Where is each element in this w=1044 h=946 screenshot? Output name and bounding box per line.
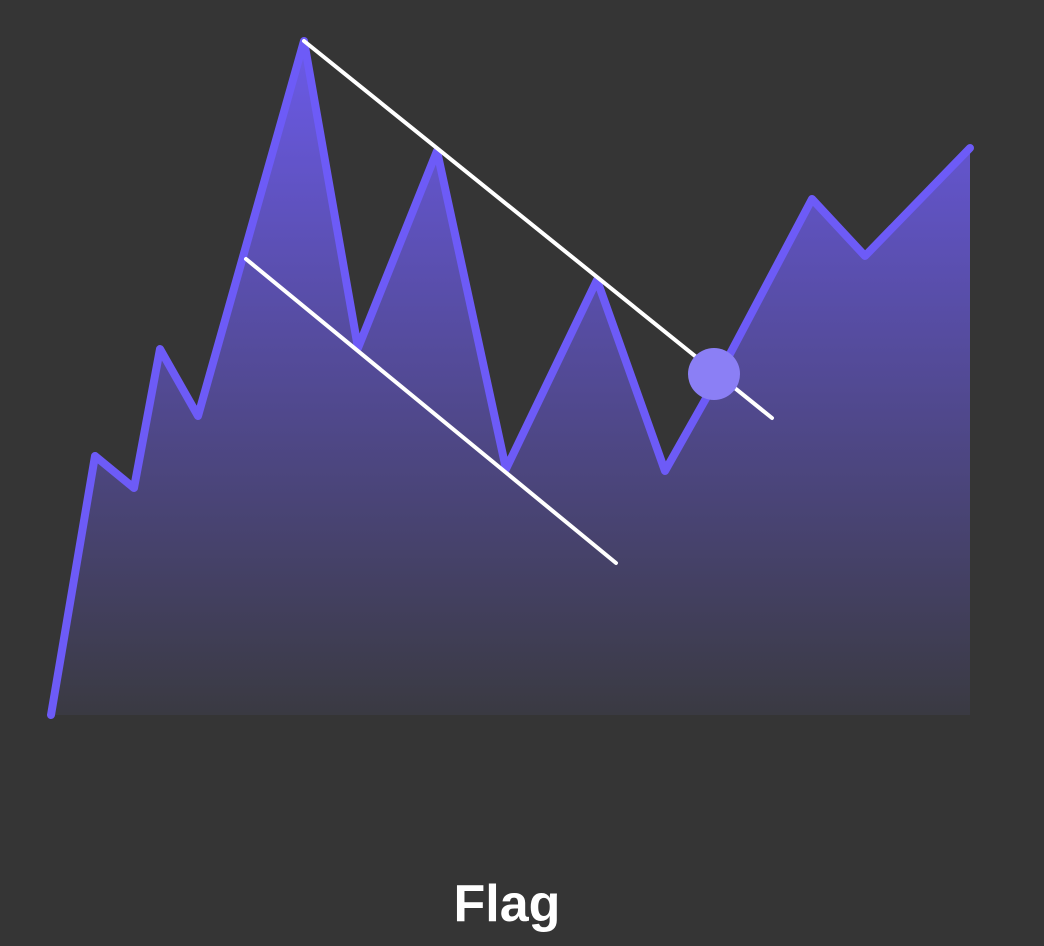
price-area-fill <box>51 41 970 715</box>
flag-lower-trendline <box>244 257 618 565</box>
breakout-point <box>688 348 740 400</box>
pattern-title: Flag <box>453 875 561 933</box>
price-line <box>47 37 974 719</box>
flag-upper-trendline <box>302 39 774 420</box>
